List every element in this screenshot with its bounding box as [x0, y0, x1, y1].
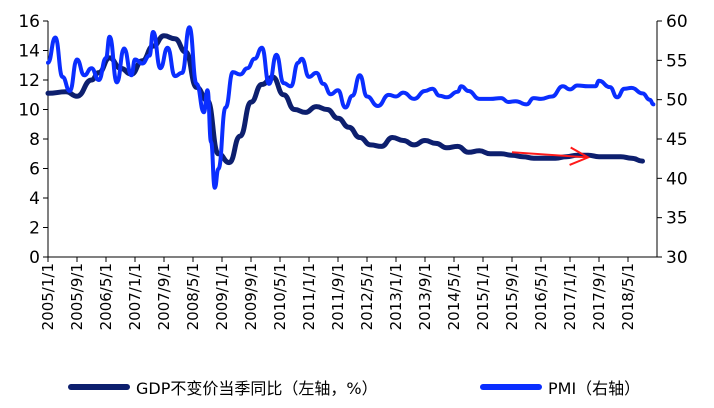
legend: GDP不变价当季同比（左轴，%） PMI（右轴） [0, 372, 714, 402]
x-tick-label: 2017/1/1 [561, 263, 579, 330]
trend-arrow-head [569, 146, 591, 166]
x-tick-label: 2007/9/1 [155, 263, 173, 330]
x-tick-label: 2017/9/1 [590, 263, 608, 330]
x-tick-label: 2015/1/1 [474, 263, 492, 330]
x-tick-label: 2018/5/1 [619, 263, 637, 330]
y-right-tick-label: 40 [666, 169, 688, 189]
x-tick-label: 2007/1/1 [126, 263, 144, 330]
x-tick-label: 2005/1/1 [39, 263, 57, 330]
x-tick-label: 2009/9/1 [242, 263, 260, 330]
x-tick-label: 2009/1/1 [213, 263, 231, 330]
y-left-tick-label: 0 [29, 248, 40, 268]
y-left-tick-label: 16 [18, 12, 40, 32]
y-left-tick-label: 8 [29, 130, 40, 150]
x-tick-label: 2015/9/1 [503, 263, 521, 330]
x-tick-label: 2011/9/1 [329, 263, 347, 330]
x-tick-label: 2005/9/1 [68, 263, 86, 330]
y-right-tick-label: 55 [666, 51, 688, 71]
legend-swatch-gdp [68, 384, 130, 390]
annotation-layer [511, 146, 591, 166]
x-tick-label: 2012/5/1 [358, 263, 376, 330]
series-layer [45, 25, 656, 190]
chart-axes: 0 2 4 6 8 10 12 14 16 30 35 40 45 50 55 60 2005/1/1 2005/… [18, 12, 687, 330]
x-tick-label: 2014/5/1 [445, 263, 463, 330]
x-tick-label: 2013/9/1 [416, 263, 434, 330]
y-left-tick-label: 14 [18, 42, 40, 62]
y-right-tick-label: 45 [666, 130, 688, 150]
y-left-tick-label: 4 [29, 189, 40, 209]
x-tick-label: 2010/5/1 [271, 263, 289, 330]
legend-item-pmi: PMI（右轴） [480, 372, 640, 402]
trend-arrow-shaft [511, 151, 589, 159]
y-left-tick-label: 6 [29, 160, 40, 180]
y-left-tick-label: 12 [18, 71, 40, 91]
y-right-tick-label: 60 [666, 12, 688, 32]
series-line-pmi [46, 25, 656, 190]
y-left-tick-label: 2 [29, 219, 40, 239]
y-right-tick-label: 30 [666, 248, 688, 268]
legend-label-gdp: GDP不变价当季同比（左轴，%） [136, 379, 378, 398]
legend-label-pmi: PMI（右轴） [548, 379, 641, 398]
x-tick-label: 2008/5/1 [184, 263, 202, 330]
legend-item-gdp: GDP不变价当季同比（左轴，%） [68, 372, 378, 402]
x-tick-label: 2016/5/1 [532, 263, 550, 330]
series-line-gdp [45, 33, 645, 166]
y-right-tick-label: 50 [666, 91, 688, 111]
x-tick-label: 2011/1/1 [300, 263, 318, 330]
y-right-tick-label: 35 [666, 209, 688, 229]
x-tick-label: 2006/5/1 [97, 263, 115, 330]
legend-swatch-pmi [480, 384, 542, 390]
x-tick-label: 2013/1/1 [387, 263, 405, 330]
y-left-tick-label: 10 [18, 101, 40, 121]
